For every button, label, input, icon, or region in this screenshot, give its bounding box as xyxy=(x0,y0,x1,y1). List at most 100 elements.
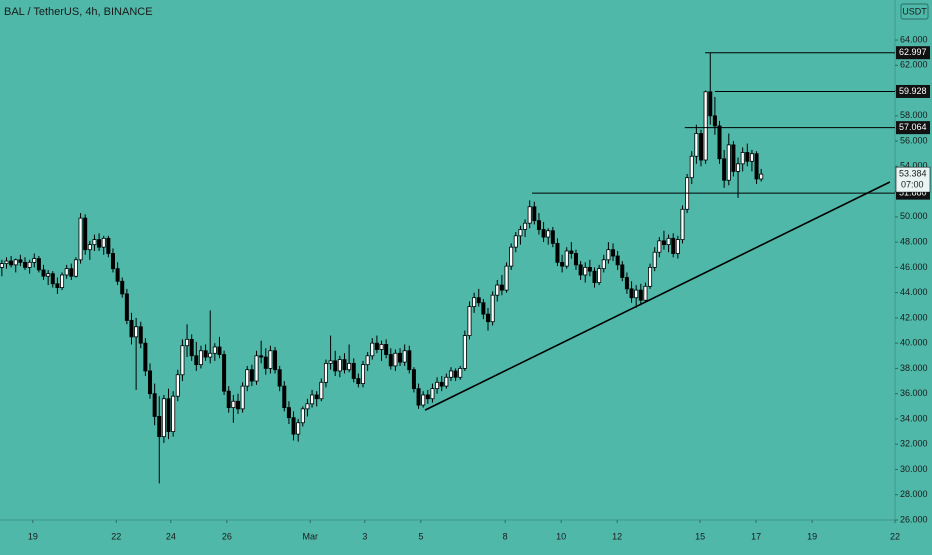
level-box xyxy=(896,84,930,98)
candle-body xyxy=(148,370,153,395)
last-price-box xyxy=(895,166,931,193)
candle-body xyxy=(46,273,51,277)
candle-body xyxy=(101,237,106,248)
candle-body xyxy=(245,369,250,387)
candle-body xyxy=(286,407,291,419)
candle-body xyxy=(592,270,597,283)
candle-body xyxy=(694,133,699,157)
trendline xyxy=(424,181,891,411)
candle-body xyxy=(171,395,176,432)
candle-body xyxy=(305,403,310,410)
x-tick-label: 15 xyxy=(695,531,705,541)
candle-body xyxy=(550,230,555,244)
candle-body xyxy=(749,153,754,162)
candle-body xyxy=(166,398,171,432)
candle-body xyxy=(41,269,46,277)
candle-body xyxy=(578,264,583,276)
y-tick-label: 64.000 xyxy=(900,34,928,44)
candle-body xyxy=(161,398,166,438)
candle-body xyxy=(64,268,69,276)
candle-body xyxy=(675,239,680,254)
candle-body xyxy=(648,266,653,287)
y-tick-label: 26.000 xyxy=(900,514,928,524)
level-label: 57.064 xyxy=(899,122,927,132)
candle-body xyxy=(194,355,199,366)
candle-body xyxy=(467,306,472,336)
candle-body xyxy=(569,250,574,254)
y-tick-label: 28.000 xyxy=(900,489,928,499)
candle-body xyxy=(736,163,741,172)
candle-body xyxy=(129,320,134,338)
x-tick-label: 22 xyxy=(111,531,121,541)
candle-body xyxy=(708,91,713,117)
candle-body xyxy=(518,229,523,237)
candle-body xyxy=(235,400,240,410)
candle-body xyxy=(120,280,125,295)
candle-body xyxy=(351,362,356,379)
y-tick-label: 32.000 xyxy=(900,439,928,449)
candle-body xyxy=(157,416,162,438)
candle-body xyxy=(337,359,342,372)
candle-body xyxy=(73,259,78,277)
y-tick-label: 44.000 xyxy=(900,287,928,297)
currency-box[interactable] xyxy=(900,3,929,20)
x-tick-label: 3 xyxy=(362,531,367,541)
y-tick-label: 46.000 xyxy=(900,262,928,272)
x-tick-label: 10 xyxy=(556,531,566,541)
candle-body xyxy=(499,284,504,291)
x-tick-label: 17 xyxy=(751,531,761,541)
y-tick-label: 56.000 xyxy=(900,135,928,145)
candle-body xyxy=(657,240,662,253)
candle-body xyxy=(323,362,328,383)
y-tick-label: 54.000 xyxy=(900,161,928,171)
candle-body xyxy=(583,266,588,276)
x-tick-label: 22 xyxy=(890,531,900,541)
candle-body xyxy=(453,370,458,378)
y-tick-label: 62.000 xyxy=(900,60,928,70)
candle-body xyxy=(509,246,514,267)
candle-body xyxy=(379,344,384,350)
candle-body xyxy=(597,268,602,283)
x-tick-label: 5 xyxy=(418,531,423,541)
candle-body xyxy=(365,355,370,366)
candle-body xyxy=(717,125,722,160)
last-price-label: 53.384 xyxy=(899,168,927,178)
candle-body xyxy=(291,417,296,435)
candle-body xyxy=(60,274,65,288)
candle-body xyxy=(254,355,259,382)
candle-body xyxy=(36,258,41,271)
candle-body xyxy=(472,297,477,307)
candle-body xyxy=(462,335,467,369)
x-tick-label: 19 xyxy=(807,531,817,541)
level-label: 59.928 xyxy=(899,86,927,96)
candle-body xyxy=(208,352,213,358)
candle-body xyxy=(27,261,32,268)
candle-body xyxy=(370,342,375,357)
candle-body xyxy=(23,261,28,268)
candle-body xyxy=(361,364,366,384)
candle-body xyxy=(273,350,278,371)
y-tick-label: 34.000 xyxy=(900,413,928,423)
x-tick-label: 12 xyxy=(612,531,622,541)
candle-body xyxy=(444,376,449,387)
candle-body xyxy=(106,237,111,254)
level-label: 51.880 xyxy=(899,187,927,197)
candle-body xyxy=(476,297,481,304)
candle-body xyxy=(342,359,347,371)
candle-body xyxy=(722,158,727,181)
candle-body xyxy=(18,259,23,263)
candle-body xyxy=(296,422,301,435)
candle-body xyxy=(495,284,500,296)
candle-body xyxy=(689,155,694,179)
candle-body xyxy=(32,258,37,263)
currency[interactable]: USDT xyxy=(902,6,927,16)
level-box xyxy=(896,121,930,135)
candle-body xyxy=(546,230,551,238)
level-label: 62.997 xyxy=(899,47,927,57)
x-tick-label: Mar xyxy=(302,531,318,541)
candle-body xyxy=(527,206,532,224)
candle-body xyxy=(740,152,745,165)
candle-body xyxy=(198,350,203,366)
candle-body xyxy=(124,293,129,321)
candle-body xyxy=(541,229,546,238)
